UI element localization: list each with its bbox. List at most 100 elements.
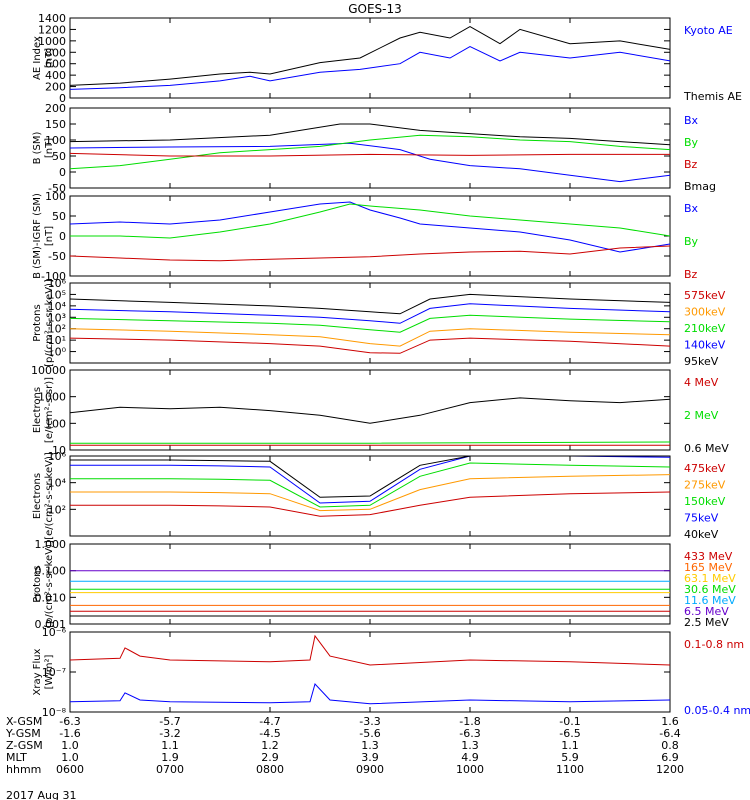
- y-tick-label: 800: [45, 46, 66, 59]
- y-tick-label: 0: [59, 230, 66, 243]
- time-axis-row-label: X-GSM: [6, 715, 42, 728]
- y-axis-label: Electrons: [32, 387, 43, 433]
- time-axis-value: -5.7: [159, 715, 180, 728]
- time-axis-value: -6.3: [59, 715, 80, 728]
- series-line-0-1-0-8-nm: [69, 634, 671, 666]
- panel-6: 10² 10⁴ 10⁶ Electrons [e/(cm²-s-sr-keV)] 475k…: [32, 450, 726, 541]
- y-axis-label: [e/(cm²-s-sr)]: [44, 377, 55, 443]
- legend-label: 30.6 MeV: [684, 583, 736, 596]
- panel-8: 10⁻⁸ 10⁻⁷ 10⁻⁶ Xray Flux [W/m²] 0.1-0.8 nm 0.0…: [32, 626, 750, 719]
- legend-label: 140keV: [684, 339, 726, 352]
- time-axis-value: 1.9: [161, 751, 179, 764]
- time-axis-value: -3.3: [359, 715, 380, 728]
- time-axis-value: 0800: [256, 763, 284, 776]
- y-axis-label: [W/m²]: [44, 654, 55, 689]
- time-axis-value: 0700: [156, 763, 184, 776]
- y-axis-label: B (SM): [32, 131, 43, 164]
- y-tick-label: 0: [59, 166, 66, 179]
- y-axis-label: Electrons: [32, 473, 43, 519]
- time-axis-value: 6.9: [661, 751, 679, 764]
- time-axis-value: 1.1: [161, 739, 179, 752]
- legend-label: 4 MeV: [684, 376, 719, 389]
- time-axis-value: 1.3: [461, 739, 479, 752]
- y-axis-label: Protons: [32, 565, 43, 602]
- y-tick-label: 150: [45, 118, 66, 131]
- y-tick-label: 1200: [38, 23, 66, 36]
- figure-title: GOES-13: [348, 2, 402, 16]
- legend-label: Bz: [684, 268, 698, 281]
- y-tick-label: 10: [52, 444, 66, 457]
- panel-7: 0.001 0.010 0.100 1.000 Protons [p/(cm²-s-sr-…: [32, 538, 736, 631]
- legend-label: 63.1 MeV: [684, 572, 736, 585]
- time-axis-row-label: hhmm: [6, 763, 41, 776]
- time-axis-value: -4.5: [259, 727, 280, 740]
- legend-label: Bx: [684, 202, 699, 215]
- y-axis-label: Xray Flux: [32, 648, 43, 695]
- y-tick-label: 10⁴: [48, 477, 67, 490]
- series-line-210kev: [69, 314, 671, 333]
- y-tick-label: -50: [48, 182, 66, 195]
- time-axis-value: -0.1: [559, 715, 580, 728]
- series-line-themis-ae: [69, 26, 671, 86]
- legend-label: Bx: [684, 114, 699, 127]
- series-line-by: [70, 203, 671, 239]
- y-tick-label: 10⁻⁶: [42, 626, 67, 639]
- time-axis-value: -5.6: [359, 727, 380, 740]
- series-line-40kev: [70, 455, 670, 498]
- time-axis-value: 1.0: [61, 751, 79, 764]
- time-axis-value: -4.7: [259, 715, 280, 728]
- panel-frame: [69, 282, 671, 364]
- y-tick-label: 100: [45, 134, 66, 147]
- y-axis-label: Protons: [32, 304, 43, 341]
- time-axis-value: -6.5: [559, 727, 580, 740]
- series-line-0-05-0-4-nm: [69, 683, 671, 705]
- series-line-bmag: [69, 123, 671, 146]
- y-tick-label: 0.100: [35, 565, 67, 578]
- legend-label: 40keV: [684, 528, 719, 541]
- y-tick-label: 50: [52, 150, 66, 163]
- legend-label: 2 MeV: [684, 409, 719, 422]
- y-tick-label: 10⁰: [48, 346, 67, 359]
- y-axis-label: [p/(cm²-s-sr-keV)]: [44, 540, 55, 628]
- y-tick-label: 10⁶: [48, 277, 67, 290]
- y-axis-label: AE Index: [32, 36, 43, 80]
- series-line-0-6-mev: [69, 397, 671, 424]
- legend-label: 275keV: [684, 479, 726, 492]
- y-tick-label: 100: [45, 417, 66, 430]
- series-line-2-mev: [70, 441, 671, 444]
- y-tick-label: 400: [45, 69, 66, 82]
- time-axis-value: 1.0: [61, 739, 79, 752]
- legend-label: By: [684, 136, 699, 149]
- time-axis-value: 1.1: [561, 739, 579, 752]
- series-line-300kev: [69, 328, 671, 347]
- legend-label: Kyoto AE: [684, 24, 733, 37]
- legend-label: 433 MeV: [684, 550, 733, 563]
- legend-label: 0.05-0.4 nm: [684, 704, 750, 717]
- legend-label: 165 MeV: [684, 561, 733, 574]
- series-line-bx: [69, 142, 671, 183]
- y-tick-label: 10⁵: [48, 288, 66, 301]
- time-axis-row-label: MLT: [6, 751, 27, 764]
- series-line-95kev: [69, 293, 671, 315]
- series-line-575kev: [69, 337, 671, 354]
- legend-label: 575keV: [684, 289, 726, 302]
- y-tick-label: 1.000: [35, 538, 67, 551]
- time-axis-value: 1.6: [661, 715, 679, 728]
- y-tick-label: 10⁻⁸: [42, 706, 67, 719]
- y-tick-label: 10⁴: [48, 300, 67, 313]
- panel-2: -50 0 50 100 150 200 B (SM) [nT] Bx By Bz Bmag: [32, 102, 716, 195]
- y-axis-label: [e/(cm²-s-sr-keV)]: [44, 452, 55, 540]
- legend-label: 95keV: [684, 355, 719, 368]
- y-tick-label: 10²: [48, 503, 66, 516]
- legend-label: 2.5 MeV: [684, 616, 729, 629]
- time-axis-value: -6.4: [659, 727, 680, 740]
- y-tick-label: 10⁶: [48, 450, 67, 463]
- time-axis-value: 1.3: [361, 739, 379, 752]
- legend-label: Bz: [684, 158, 698, 171]
- legend-label: Themis AE: [683, 90, 742, 103]
- time-axis-value: 1.2: [261, 739, 279, 752]
- time-axis-value: 3.9: [361, 751, 379, 764]
- legend-label: 6.5 MeV: [684, 605, 729, 618]
